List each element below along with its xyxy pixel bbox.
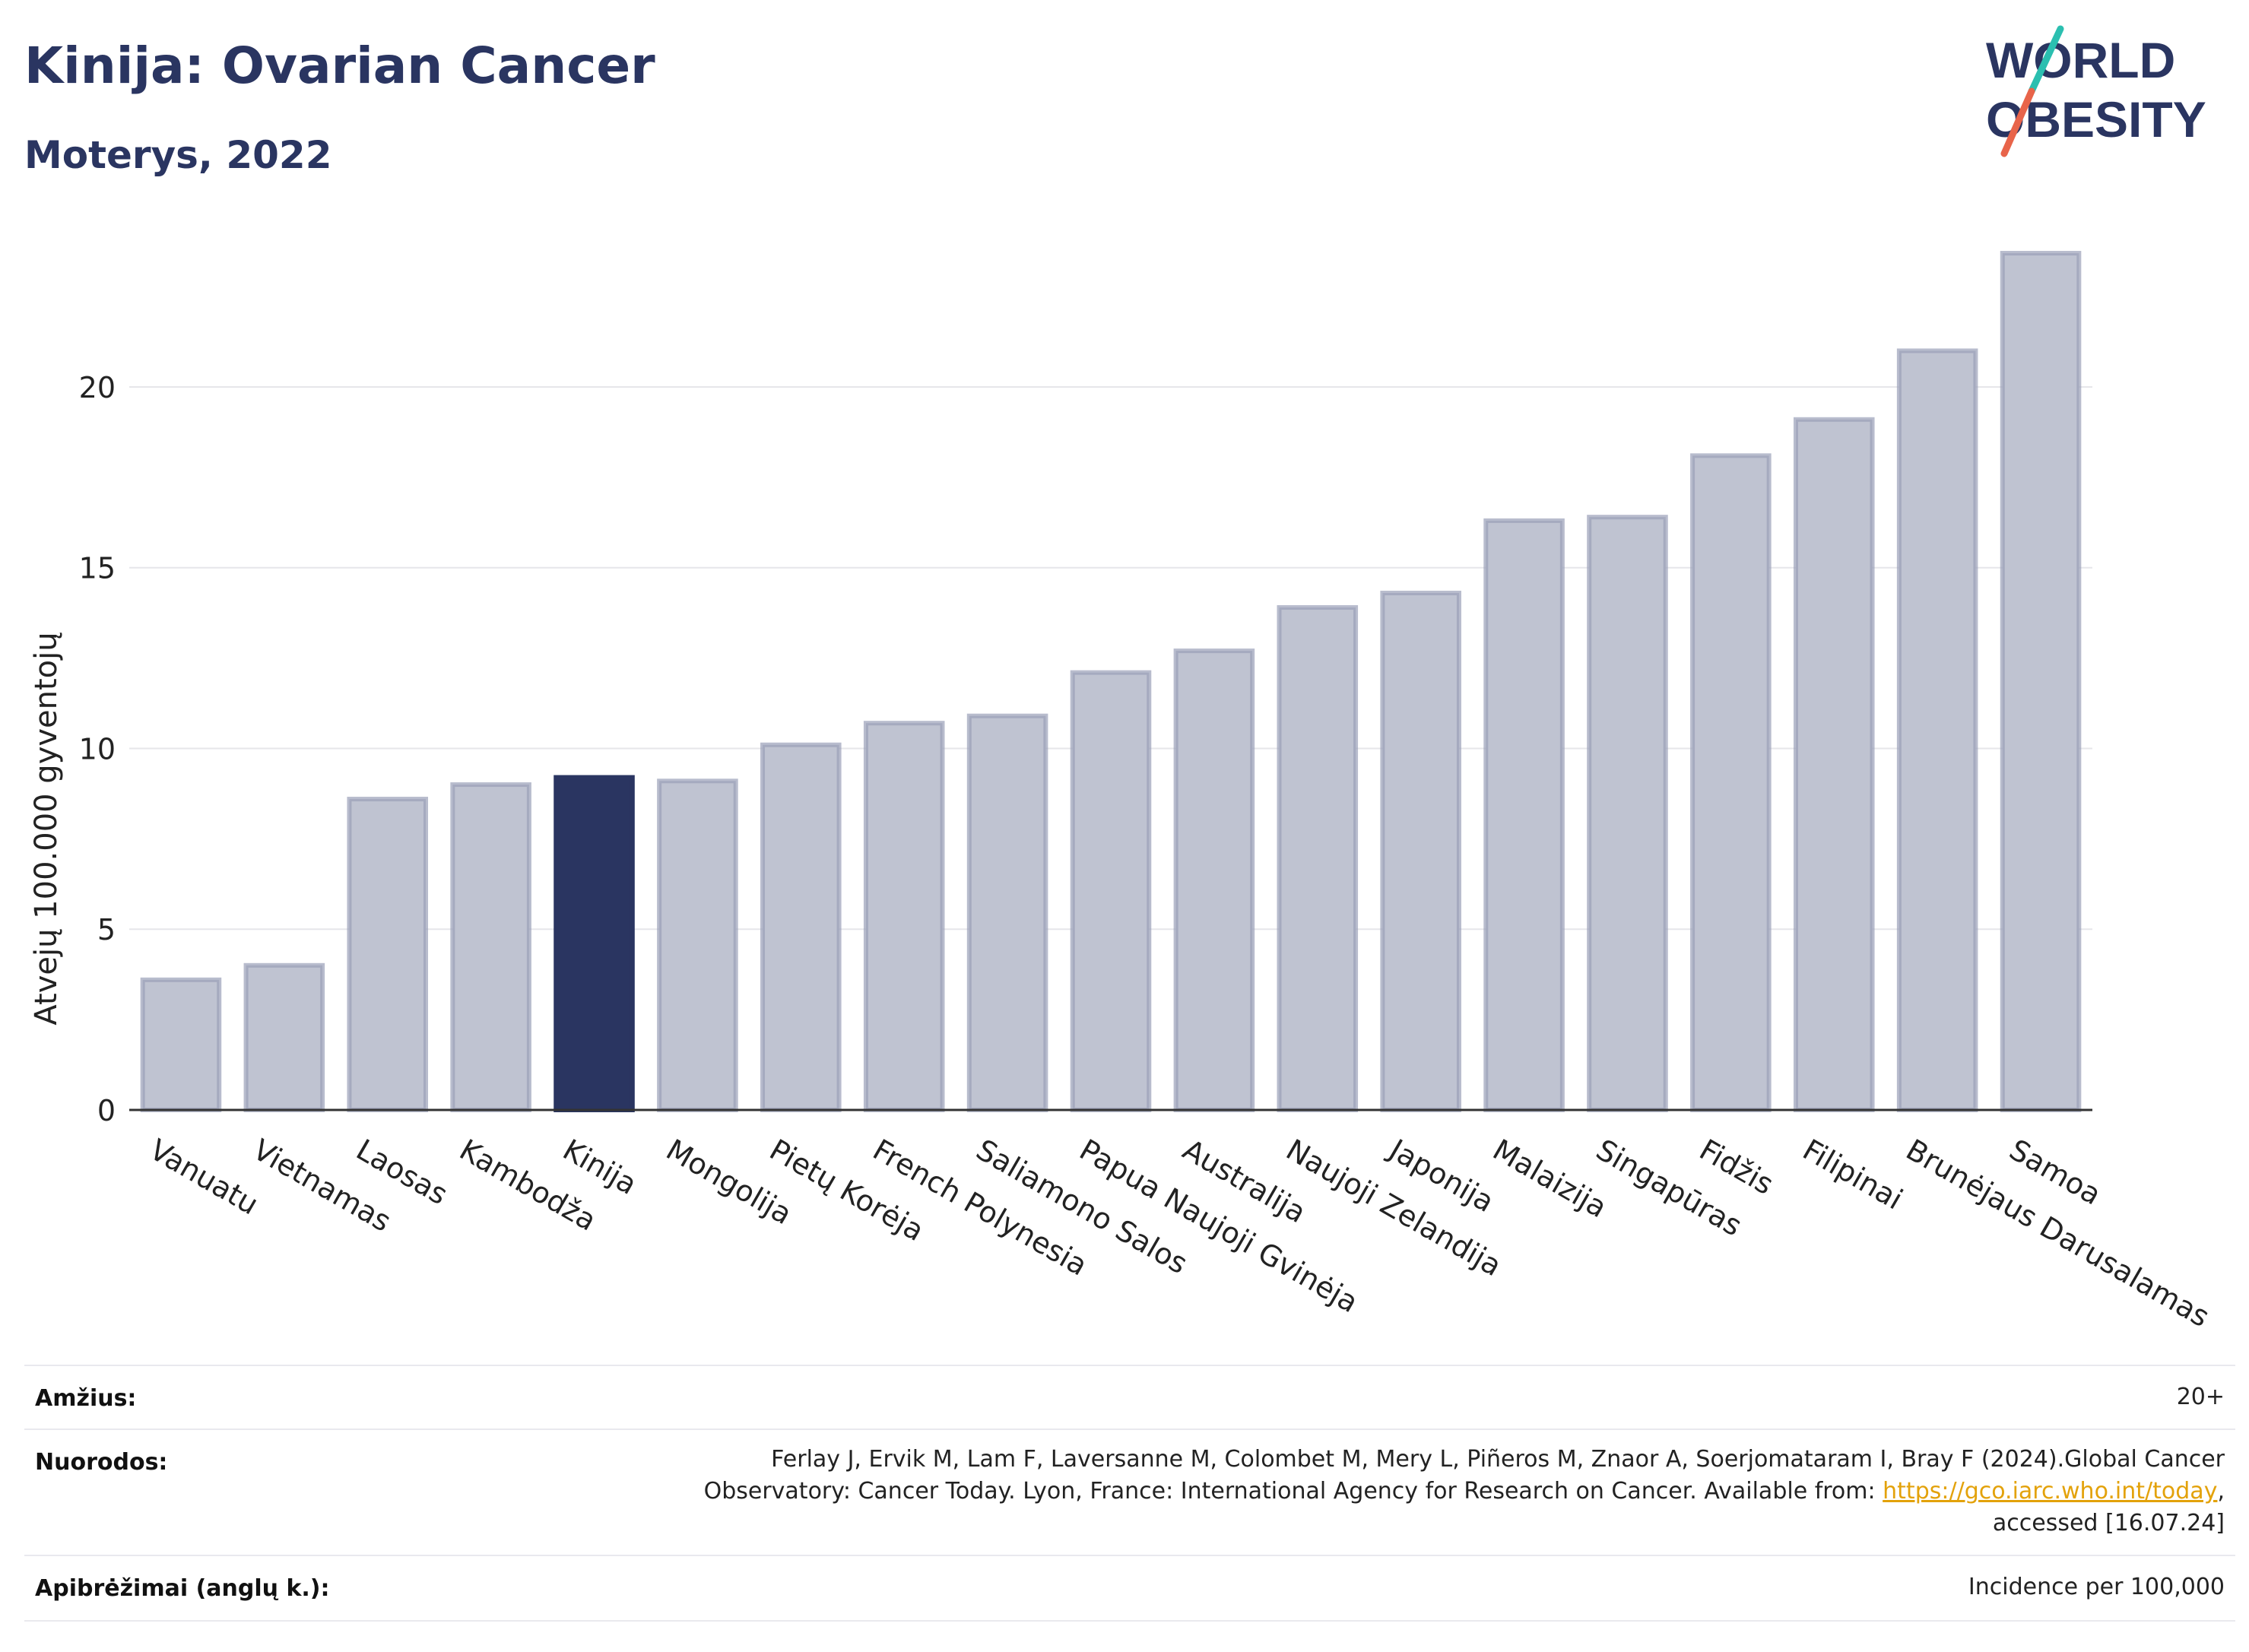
x-tick-label: Filipinai xyxy=(1797,1133,1908,1216)
x-tick-label: Vanuatu xyxy=(144,1133,264,1221)
bar-naujoji-zelandija xyxy=(1277,605,1359,1112)
bar-kinija xyxy=(554,775,635,1113)
world-obesity-logo: WORLD OBESITY xyxy=(1986,25,2206,157)
bar-layer xyxy=(140,251,2082,1113)
bar-laosas xyxy=(347,797,429,1113)
logo-text-world: WORLD xyxy=(1986,32,2175,88)
y-tick-label: 15 xyxy=(79,552,116,585)
bar-pietų-korėja xyxy=(760,742,842,1112)
bar-japonija xyxy=(1380,591,1461,1112)
references-line-1: Ferlay J, Ervik M, Lam F, Laversanne M, … xyxy=(771,1446,2225,1473)
bar-papua-naujoji-gvinėja xyxy=(1070,670,1152,1112)
y-tick-label: 0 xyxy=(97,1094,116,1127)
y-tick-label: 5 xyxy=(97,913,116,946)
bar-mongolija xyxy=(657,778,738,1113)
bar-kambodža xyxy=(450,782,531,1112)
y-tick-label: 10 xyxy=(79,732,116,766)
references-label: Nuorodos: xyxy=(35,1449,168,1476)
references-line-3: accessed [16.07.24] xyxy=(1992,1510,2225,1536)
x-tick-label: Malaizija xyxy=(1487,1133,1613,1225)
y-tick-label: 20 xyxy=(79,371,116,404)
bar-samoa xyxy=(2000,251,2082,1113)
bar-saliamono-salos xyxy=(966,713,1048,1112)
footer: Amžius: 20+ Nuorodos: Ferlay J, Ervik M,… xyxy=(24,1365,2235,1623)
footer-row-references: Nuorodos: Ferlay J, Ervik M, Lam F, Lave… xyxy=(24,1428,2235,1556)
bar-malaizija xyxy=(1483,518,1565,1112)
definitions-label: Apibrėžimai (anglų k.): xyxy=(35,1575,330,1602)
age-label: Amžius: xyxy=(35,1385,137,1412)
logo-stroke-coral xyxy=(2000,87,2035,157)
bar-vietnamas xyxy=(243,962,325,1112)
age-value: 20+ xyxy=(2176,1384,2225,1410)
bar-australija xyxy=(1173,648,1255,1112)
gco-link[interactable]: https://gco.iarc.who.int/today xyxy=(1883,1478,2218,1505)
bar-french-polynesia xyxy=(863,721,945,1113)
bar-filipinai xyxy=(1793,417,1875,1112)
bar-vanuatu xyxy=(140,977,222,1112)
references-line-2: Observatory: Cancer Today. Lyon, France:… xyxy=(703,1478,2225,1505)
bar-singapūras xyxy=(1587,515,1668,1112)
bar-fidžis xyxy=(1690,453,1772,1112)
footer-row-definitions: Apibrėžimai (anglų k.): Incidence per 10… xyxy=(24,1555,2235,1622)
footer-row-age: Amžius: 20+ xyxy=(24,1365,2235,1430)
chart-title: Kinija: Ovarian Cancer xyxy=(24,36,655,95)
references-value: Ferlay J, Ervik M, Lam F, Laversanne M, … xyxy=(704,1444,2225,1539)
logo-stroke-teal xyxy=(2028,25,2064,95)
bar-brunėjaus-darusalamas xyxy=(1896,348,1978,1112)
y-axis-label: Atvejų 100.000 gyventojų xyxy=(29,632,64,1025)
definitions-value: Incidence per 100,000 xyxy=(1968,1574,2225,1600)
chart-subtitle: Moterys, 2022 xyxy=(24,133,332,177)
